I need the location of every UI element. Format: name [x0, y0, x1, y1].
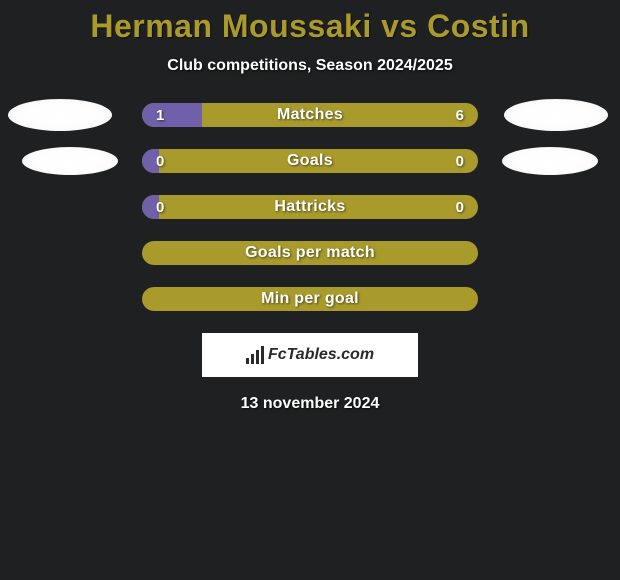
- stat-label: Goals: [142, 152, 478, 170]
- stat-value-right: 0: [456, 153, 464, 170]
- comparison-card: Herman Moussaki vs Costin Club competiti…: [0, 0, 620, 413]
- subtitle: Club competitions, Season 2024/2025: [0, 57, 620, 75]
- player-avatar-left: [8, 99, 112, 131]
- logo-text: FcTables.com: [268, 346, 374, 364]
- stat-bar: Goals per match: [142, 241, 478, 265]
- stat-label: Goals per match: [142, 244, 478, 262]
- stat-row: 0Goals0: [0, 149, 620, 173]
- stat-label: Hattricks: [142, 198, 478, 216]
- stat-row: 1Matches6: [0, 103, 620, 127]
- player-avatar-left: [22, 147, 118, 175]
- date-label: 13 november 2024: [0, 395, 620, 413]
- stat-label: Min per goal: [142, 290, 478, 308]
- stat-bar: Min per goal: [142, 287, 478, 311]
- page-title: Herman Moussaki vs Costin: [0, 8, 620, 45]
- stat-bar: 0Goals0: [142, 149, 478, 173]
- stat-row: Goals per match: [0, 241, 620, 265]
- bars-icon: [246, 346, 264, 364]
- stat-label: Matches: [142, 106, 478, 124]
- stat-row: Min per goal: [0, 287, 620, 311]
- stat-value-right: 0: [456, 199, 464, 216]
- logo-box: FcTables.com: [202, 333, 418, 377]
- stat-bar: 0Hattricks0: [142, 195, 478, 219]
- player-avatar-right: [502, 147, 598, 175]
- stat-value-right: 6: [456, 107, 464, 124]
- stat-row: 0Hattricks0: [0, 195, 620, 219]
- player-avatar-right: [504, 99, 608, 131]
- stat-bar: 1Matches6: [142, 103, 478, 127]
- stat-rows: 1Matches60Goals00Hattricks0Goals per mat…: [0, 103, 620, 311]
